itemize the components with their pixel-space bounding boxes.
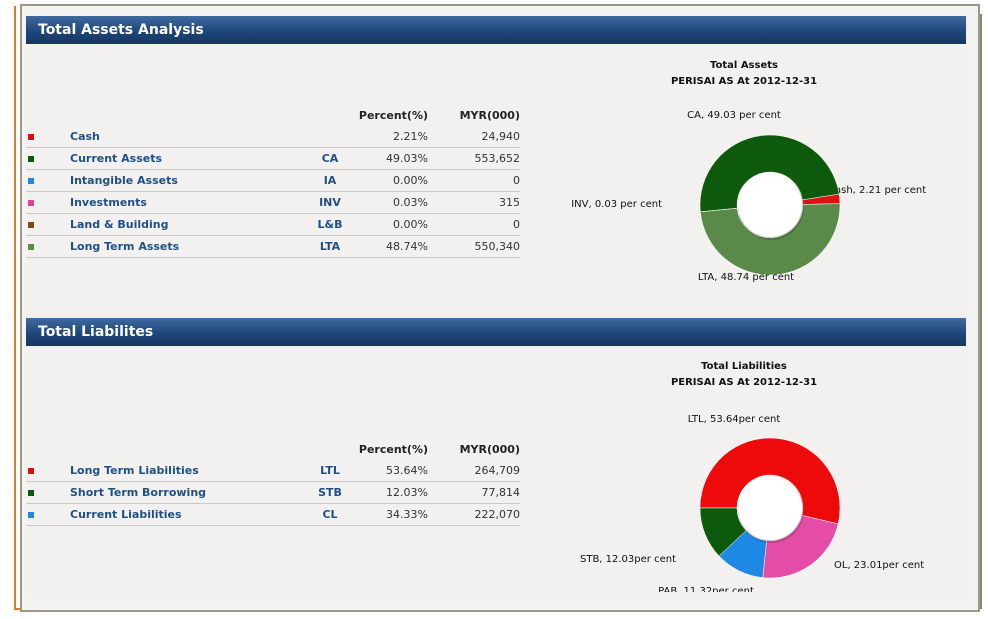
outer-frame-olive bbox=[962, 14, 982, 609]
table-row: Short Term Borrowing STB 12.03% 77,814 bbox=[26, 481, 520, 504]
liabilities-col-percent: Percent(%) bbox=[358, 443, 428, 456]
asset-myr: 553,652 bbox=[428, 147, 520, 170]
pie-slice bbox=[762, 515, 839, 579]
asset-name: Intangible Assets bbox=[70, 169, 306, 192]
assets-col-percent: Percent(%) bbox=[358, 109, 428, 122]
legend-swatch bbox=[28, 200, 34, 206]
table-row: Long Term Assets LTA 48.74% 550,340 bbox=[26, 235, 520, 258]
liability-name: Short Term Borrowing bbox=[70, 481, 306, 504]
assets-table: Percent(%) MYR(000) Cash 2.21% 24,940 Cu… bbox=[26, 105, 520, 258]
table-row: Intangible Assets IA 0.00% 0 bbox=[26, 169, 520, 192]
content-panel: Total Assets Analysis Percent(%) MYR(000… bbox=[26, 14, 970, 599]
asset-myr: 315 bbox=[428, 191, 520, 214]
pie-slice-label: PAB, 11.32per cent bbox=[658, 586, 754, 592]
asset-code: L&B bbox=[306, 213, 354, 236]
liability-code: LTL bbox=[306, 460, 354, 482]
liability-name: Long Term Liabilities bbox=[70, 460, 306, 482]
liability-percent: 12.03% bbox=[354, 481, 428, 504]
assets-section-header: Total Assets Analysis bbox=[26, 16, 966, 44]
asset-code bbox=[306, 126, 354, 148]
liability-myr: 264,709 bbox=[428, 460, 520, 482]
legend-swatch bbox=[28, 222, 34, 228]
assets-chart-subtitle: PERISAI AS At 2012-12-31 bbox=[670, 76, 818, 87]
asset-percent: 49.03% bbox=[354, 147, 428, 170]
asset-name: Investments bbox=[70, 191, 306, 214]
table-row: Cash 2.21% 24,940 bbox=[26, 126, 520, 148]
liabilities-chart-title: Total Liabilities bbox=[701, 361, 787, 372]
asset-name: Current Assets bbox=[70, 147, 306, 170]
liabilities-col-myr: MYR(000) bbox=[459, 443, 520, 456]
liability-myr: 222,070 bbox=[428, 503, 520, 526]
liabilities-section-header: Total Liabilites bbox=[26, 318, 966, 346]
pie-slice bbox=[700, 203, 841, 276]
liability-name: Current Liabilities bbox=[70, 503, 306, 526]
asset-percent: 0.00% bbox=[354, 213, 428, 236]
pie-slice-label: LTA, 48.74 per cent bbox=[698, 272, 794, 283]
table-row: Investments INV 0.03% 315 bbox=[26, 191, 520, 214]
legend-swatch bbox=[28, 178, 34, 184]
assets-donut-chart: Cash, 2.21 per cent LTA, 48.74 per cent IN… bbox=[571, 110, 926, 283]
pie-slice-label: Cash, 2.21 per cent bbox=[828, 185, 926, 196]
legend-swatch bbox=[28, 468, 34, 474]
asset-myr: 24,940 bbox=[428, 126, 520, 148]
legend-swatch bbox=[28, 490, 34, 496]
pie-slice-label: OL, 23.01per cent bbox=[834, 560, 924, 571]
asset-code: INV bbox=[306, 191, 354, 214]
pie-slice bbox=[699, 507, 747, 557]
asset-percent: 2.21% bbox=[354, 126, 428, 148]
pie-slice bbox=[699, 134, 840, 212]
asset-percent: 0.00% bbox=[354, 169, 428, 192]
pie-slice bbox=[699, 437, 841, 525]
asset-name: Cash bbox=[70, 126, 306, 148]
legend-swatch bbox=[28, 134, 34, 140]
liabilities-table: Percent(%) MYR(000) Long Term Liabilitie… bbox=[26, 439, 520, 526]
assets-chart-title: Total Assets bbox=[710, 60, 778, 71]
asset-myr: 0 bbox=[428, 169, 520, 192]
liabilities-donut-chart: LTL, 53.64per cent OL, 23.01per cent PAB, … bbox=[580, 414, 924, 592]
pie-slice-label: INV, 0.03 per cent bbox=[571, 199, 662, 210]
asset-name: Long Term Assets bbox=[70, 235, 306, 258]
liability-code: CL bbox=[306, 503, 354, 526]
assets-col-myr: MYR(000) bbox=[459, 109, 520, 122]
asset-percent: 48.74% bbox=[354, 235, 428, 258]
liability-percent: 53.64% bbox=[354, 460, 428, 482]
liabilities-chart-title-block: Total Liabilities PERISAI AS At 2012-12-… bbox=[594, 359, 894, 391]
donut-hole bbox=[738, 173, 802, 237]
legend-swatch bbox=[28, 512, 34, 518]
table-row: Current Assets CA 49.03% 553,652 bbox=[26, 147, 520, 170]
asset-code: IA bbox=[306, 169, 354, 192]
liabilities-table-header: Percent(%) MYR(000) bbox=[26, 439, 520, 460]
pie-slice-label: STB, 12.03per cent bbox=[580, 554, 676, 565]
legend-swatch bbox=[28, 244, 34, 250]
legend-swatch bbox=[28, 156, 34, 162]
asset-name: Land & Building bbox=[70, 213, 306, 236]
asset-percent: 0.03% bbox=[354, 191, 428, 214]
pie-slice-label: LTL, 53.64per cent bbox=[688, 414, 781, 425]
table-row: Current Liabilities CL 34.33% 222,070 bbox=[26, 503, 520, 526]
liabilities-chart-subtitle: PERISAI AS At 2012-12-31 bbox=[670, 377, 818, 388]
asset-code: LTA bbox=[306, 235, 354, 258]
liability-myr: 77,814 bbox=[428, 481, 520, 504]
table-row: Land & Building L&B 0.00% 0 bbox=[26, 213, 520, 236]
asset-myr: 550,340 bbox=[428, 235, 520, 258]
asset-myr: 0 bbox=[428, 213, 520, 236]
liability-percent: 34.33% bbox=[354, 503, 428, 526]
table-row: Long Term Liabilities LTL 53.64% 264,709 bbox=[26, 460, 520, 482]
pie-slice-label: CA, 49.03 per cent bbox=[687, 110, 781, 121]
donut-hole bbox=[738, 476, 802, 540]
liability-code: STB bbox=[306, 481, 354, 504]
asset-code: CA bbox=[306, 147, 354, 170]
assets-chart-title-block: Total Assets PERISAI AS At 2012-12-31 bbox=[594, 58, 894, 90]
assets-table-header: Percent(%) MYR(000) bbox=[26, 105, 520, 126]
